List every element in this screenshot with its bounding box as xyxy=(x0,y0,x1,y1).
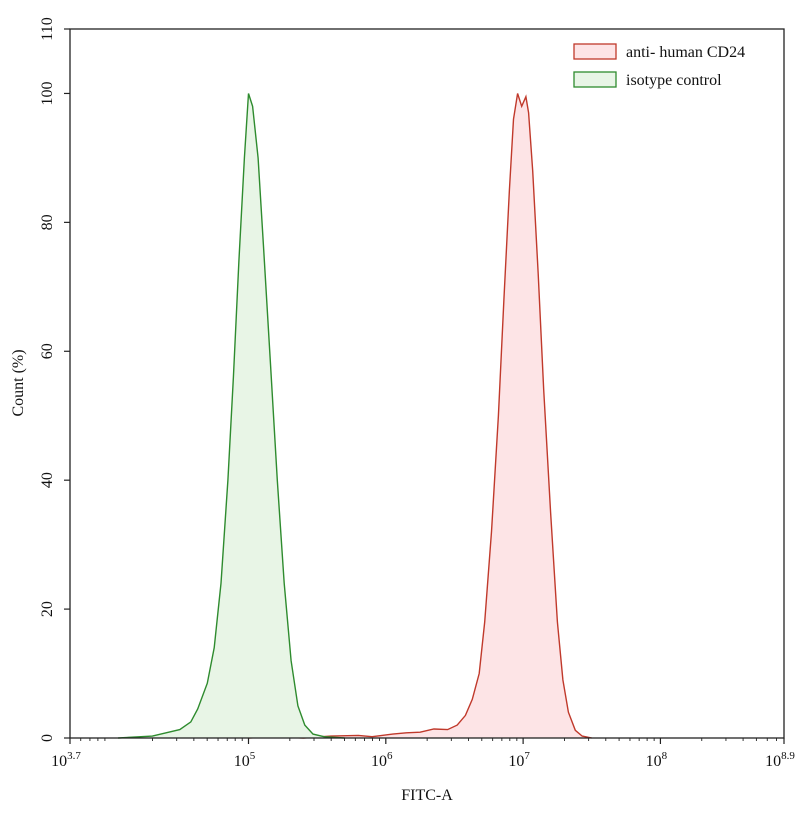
series-line-1 xyxy=(118,93,345,739)
x-tick-label: 108 xyxy=(646,750,668,770)
x-tick-label: 108.9 xyxy=(765,750,795,770)
y-tick-label: 40 xyxy=(39,472,56,488)
legend-label-0: anti- human CD24 xyxy=(626,44,745,61)
y-tick-label: 80 xyxy=(39,214,56,230)
series-areas xyxy=(118,93,592,739)
y-axis-label: Count (%) xyxy=(10,349,27,416)
legend-swatch-0 xyxy=(573,43,617,60)
y-tick-label: 110 xyxy=(39,17,56,40)
legend: anti- human CD24 isotype control xyxy=(573,43,745,89)
legend-label-1: isotype control xyxy=(626,72,722,89)
series-fill-0 xyxy=(248,93,592,738)
series-line-0 xyxy=(248,93,592,739)
legend-swatch-1 xyxy=(573,71,617,88)
x-tick-label: 103.7 xyxy=(51,750,81,770)
tick-labels: 103.7 105 106 107 108 108.9 0 20 40 60 80 100 110 xyxy=(39,17,795,770)
x-tick-label: 107 xyxy=(508,750,530,770)
y-tick-label: 60 xyxy=(39,343,56,359)
y-tick-label: 0 xyxy=(39,734,56,742)
y-tick-label: 20 xyxy=(39,601,56,617)
plot-frame xyxy=(69,28,785,739)
x-axis-label: FITC-A xyxy=(401,787,453,804)
axes xyxy=(64,28,785,744)
y-tick-label: 100 xyxy=(39,81,56,105)
x-tick-label: 106 xyxy=(371,750,393,770)
x-tick-label: 105 xyxy=(234,750,256,770)
